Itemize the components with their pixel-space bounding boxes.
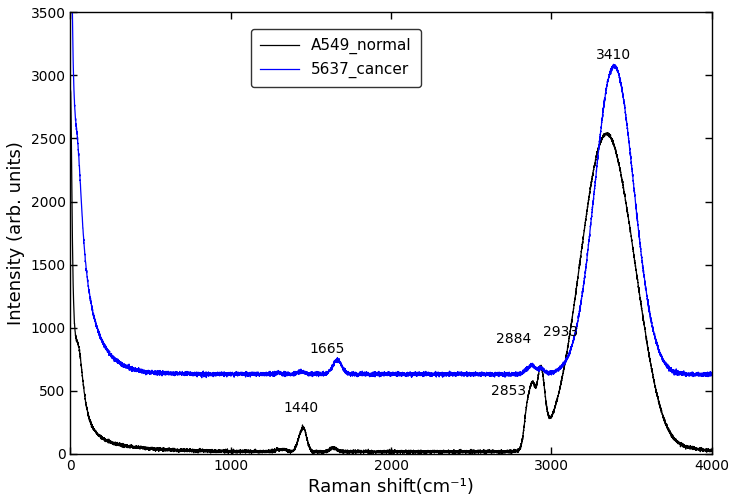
X-axis label: Raman shift(cm⁻¹): Raman shift(cm⁻¹) <box>308 478 474 496</box>
5637_cancer <box>707 370 716 376</box>
Text: 2884: 2884 <box>495 332 531 347</box>
5637_cancer <box>445 369 454 375</box>
Text: 1440: 1440 <box>283 400 319 414</box>
A549_normal <box>298 427 307 433</box>
5637_cancer <box>66 10 75 16</box>
A549_normal <box>707 446 716 452</box>
A549_normal <box>66 88 75 94</box>
Text: 2853: 2853 <box>490 384 526 397</box>
5637_cancer <box>576 305 584 311</box>
5637_cancer <box>473 373 482 379</box>
5637_cancer <box>99 340 107 346</box>
Text: 2933: 2933 <box>543 325 578 339</box>
A549_normal <box>319 451 328 457</box>
Legend: A549_normal, 5637_cancer: A549_normal, 5637_cancer <box>251 29 420 88</box>
Line: 5637_cancer: 5637_cancer <box>71 13 712 378</box>
A549_normal <box>445 449 454 455</box>
Line: A549_normal: A549_normal <box>71 91 712 454</box>
A549_normal <box>473 450 482 456</box>
Text: 3410: 3410 <box>596 48 631 61</box>
5637_cancer <box>542 368 551 374</box>
A549_normal <box>576 260 584 266</box>
5637_cancer <box>298 368 307 374</box>
A549_normal <box>99 435 107 441</box>
5637_cancer <box>197 375 206 381</box>
Text: 1665: 1665 <box>309 342 344 356</box>
Y-axis label: Intensity (arb. units): Intensity (arb. units) <box>7 141 25 325</box>
A549_normal <box>542 398 551 404</box>
